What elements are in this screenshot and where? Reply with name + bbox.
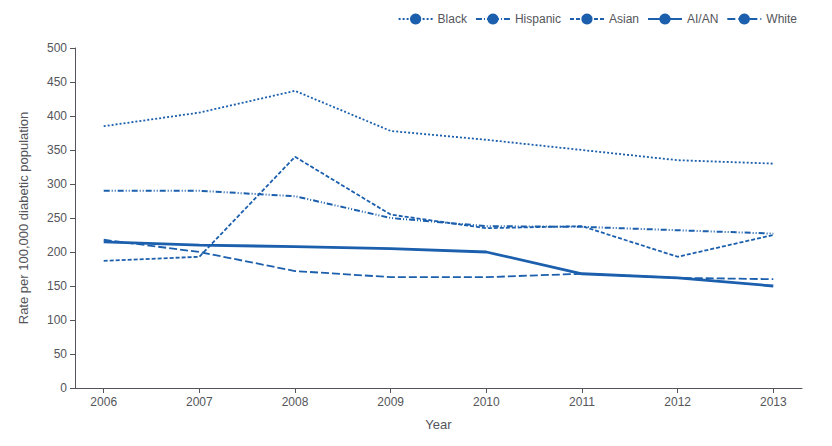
svg-text:Year: Year bbox=[425, 417, 452, 432]
svg-text:150: 150 bbox=[47, 279, 67, 293]
svg-text:Asian: Asian bbox=[609, 12, 639, 26]
svg-text:2009: 2009 bbox=[377, 395, 404, 409]
svg-text:100: 100 bbox=[47, 313, 67, 327]
svg-text:2008: 2008 bbox=[282, 395, 309, 409]
svg-text:350: 350 bbox=[47, 143, 67, 157]
svg-text:450: 450 bbox=[47, 75, 67, 89]
svg-text:50: 50 bbox=[54, 347, 68, 361]
svg-text:400: 400 bbox=[47, 109, 67, 123]
svg-text:2007: 2007 bbox=[186, 395, 213, 409]
svg-text:White: White bbox=[766, 12, 797, 26]
svg-text:2010: 2010 bbox=[473, 395, 500, 409]
svg-text:AI/AN: AI/AN bbox=[687, 12, 718, 26]
svg-text:500: 500 bbox=[47, 41, 67, 55]
svg-text:200: 200 bbox=[47, 245, 67, 259]
svg-text:2011: 2011 bbox=[569, 395, 595, 409]
svg-text:2013: 2013 bbox=[760, 395, 787, 409]
svg-text:250: 250 bbox=[47, 211, 67, 225]
svg-text:Hispanic: Hispanic bbox=[515, 12, 561, 26]
svg-text:300: 300 bbox=[47, 177, 67, 191]
svg-text:Rate per 100,000 diabetic popu: Rate per 100,000 diabetic population bbox=[16, 112, 31, 325]
svg-text:2012: 2012 bbox=[664, 395, 691, 409]
svg-text:0: 0 bbox=[60, 381, 67, 395]
svg-text:Black: Black bbox=[438, 12, 468, 26]
svg-text:2006: 2006 bbox=[90, 395, 117, 409]
